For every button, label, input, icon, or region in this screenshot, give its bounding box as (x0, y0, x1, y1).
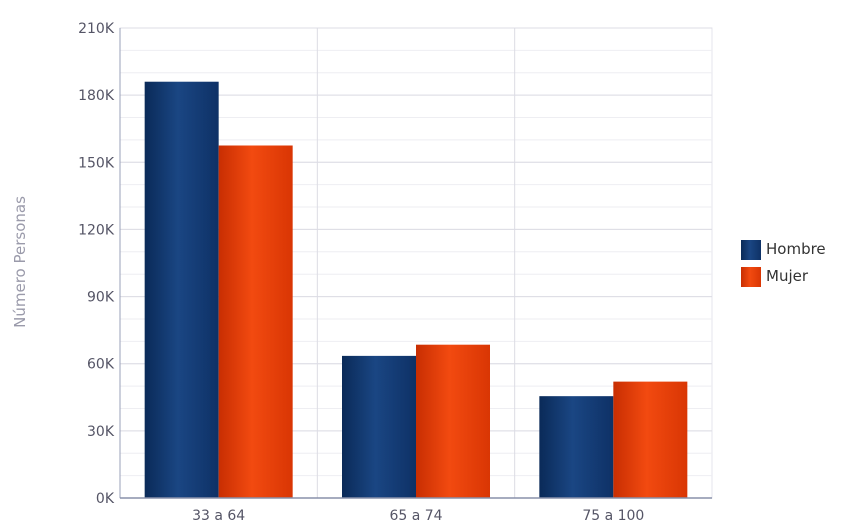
y-tick-label: 60K (87, 357, 115, 373)
bar-mujer-0[interactable] (218, 145, 293, 499)
legend: Hombre Mujer (741, 240, 826, 287)
y-tick-label: 120K (78, 222, 115, 238)
legend-swatch-hombre (741, 240, 761, 260)
legend-label-hombre[interactable]: Hombre (766, 240, 826, 258)
y-axis-label: Número Personas (11, 196, 29, 328)
y-tick-labels: 0K 30K 60K 90K 120K 150K 180K 210K (78, 21, 115, 507)
bar-hombre-1[interactable] (342, 355, 416, 498)
y-tick-label: 90K (87, 290, 115, 306)
x-tick-labels: 33 a 64 65 a 74 75 a 100 (192, 508, 644, 524)
axes (119, 28, 712, 499)
y-tick-label: 180K (78, 88, 115, 104)
bar-hombre-0[interactable] (144, 81, 219, 498)
y-tick-label: 0K (96, 491, 115, 507)
bar-mujer-2[interactable] (613, 381, 688, 498)
y-tick-label: 30K (87, 424, 115, 440)
bars (144, 81, 688, 499)
legend-swatch-mujer (741, 267, 761, 287)
y-tick-label: 210K (78, 21, 115, 37)
x-tick-label: 33 a 64 (192, 508, 245, 524)
y-tick-label: 150K (78, 155, 115, 171)
bar-mujer-1[interactable] (416, 344, 490, 498)
x-tick-label: 75 a 100 (582, 508, 644, 524)
bar-hombre-2[interactable] (539, 396, 614, 498)
legend-label-mujer[interactable]: Mujer (766, 267, 809, 285)
x-tick-label: 65 a 74 (389, 508, 442, 524)
